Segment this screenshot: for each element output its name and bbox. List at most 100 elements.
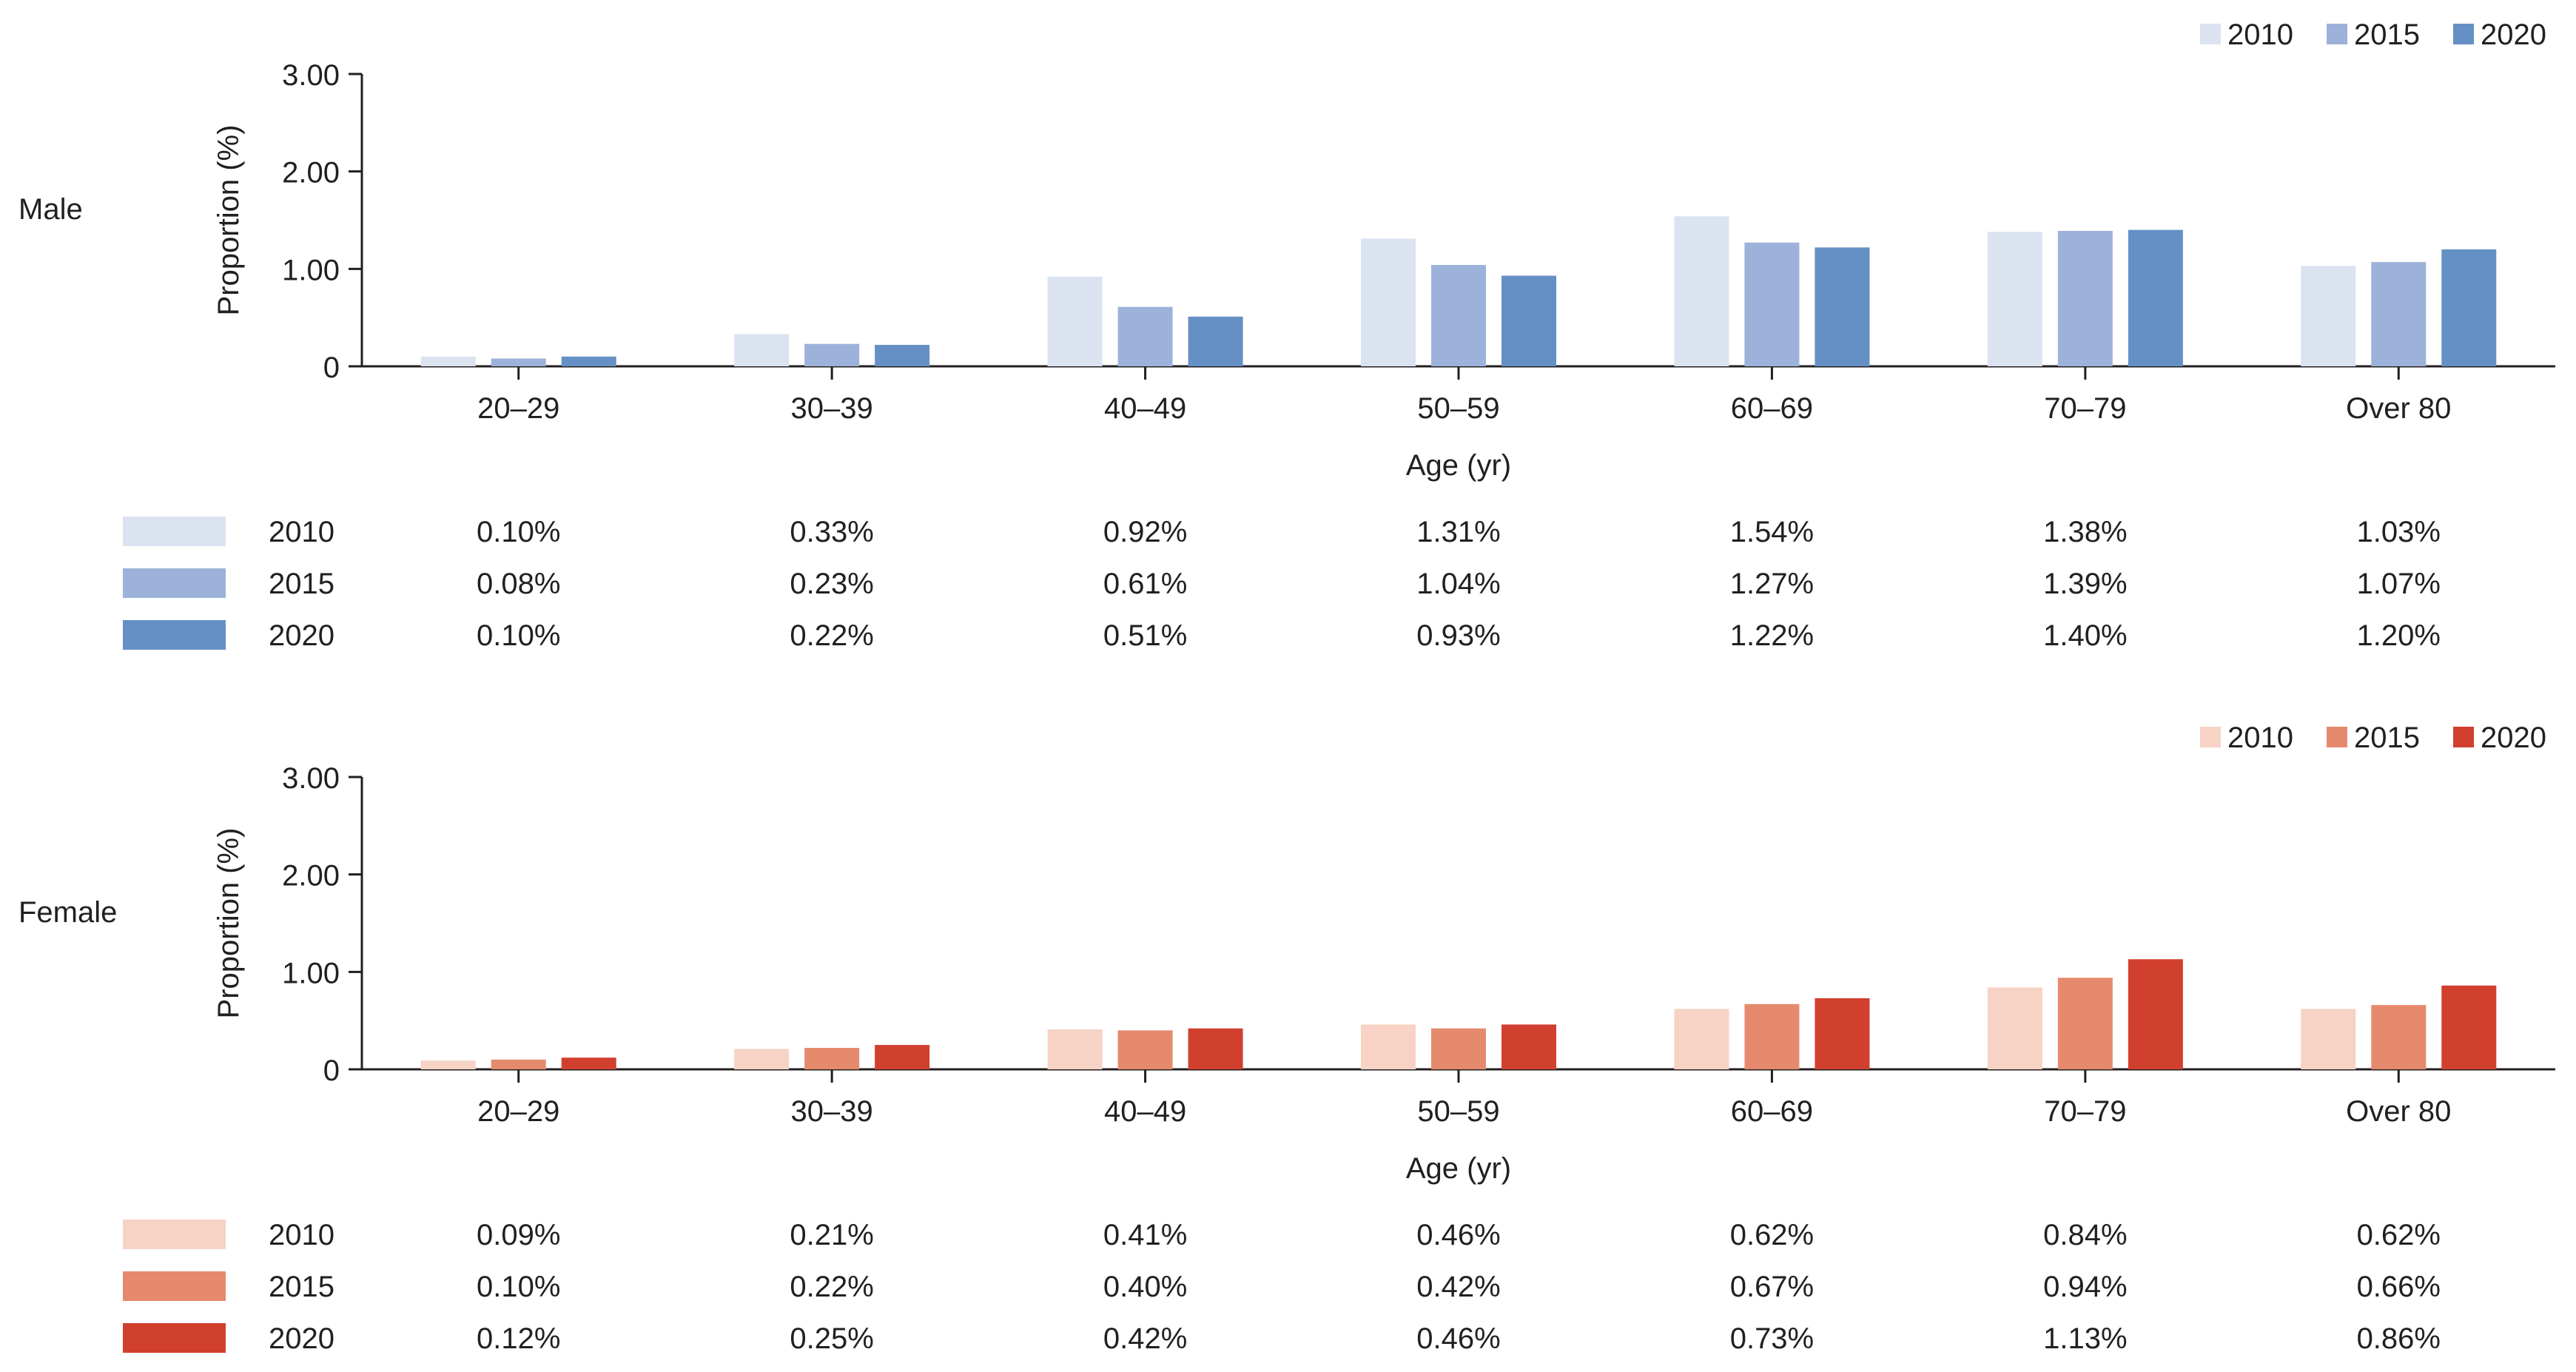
female-panel: Female 0 1.00 2.00 3.00 Proportion (%) 20–29 30… (19, 722, 2555, 1355)
y-tick-label: 3.00 (282, 59, 340, 92)
table-value-2010-0: 0.09% (477, 1219, 560, 1251)
bar-2010-0 (420, 1060, 476, 1069)
bar-2020-4 (1815, 998, 1870, 1069)
table-value-2020-2: 0.42% (1103, 1322, 1187, 1355)
table-value-2015-3: 0.42% (1416, 1271, 1500, 1303)
x-tick-label: 30–39 (791, 1095, 873, 1128)
legend-swatch-2020 (2453, 727, 2474, 747)
bar-2020-6 (2441, 985, 2497, 1069)
table-row-label-2020: 2020 (269, 619, 334, 652)
y-tick-label: 1.00 (282, 254, 340, 286)
bar-2020-5 (2128, 959, 2183, 1069)
table-value-2015-1: 0.23% (790, 568, 873, 600)
bar-2020-4 (1815, 247, 1870, 366)
bar-2015-5 (2057, 978, 2113, 1069)
bar-2020-3 (1501, 1024, 1556, 1069)
table-row-label-2010: 2010 (269, 1219, 334, 1251)
bar-2010-3 (1361, 238, 1416, 366)
y-tick-label: 1.00 (282, 957, 340, 989)
bar-2010-4 (1674, 1009, 1729, 1069)
y-axis-label: Proportion (%) (212, 828, 245, 1019)
table-value-2020-6: 0.86% (2357, 1322, 2441, 1355)
table-swatch-2020 (123, 1323, 226, 1353)
bar-2020-2 (1188, 316, 1243, 366)
bar-2010-5 (1987, 232, 2042, 366)
bar-2015-6 (2371, 262, 2427, 366)
x-tick-label: 20–29 (477, 392, 559, 425)
table-value-2015-4: 1.27% (1730, 568, 1814, 600)
table-row-label-2020: 2020 (269, 1322, 334, 1355)
table-swatch-2015 (123, 568, 226, 598)
table-value-2010-6: 0.62% (2357, 1219, 2441, 1251)
table-row-label-2010: 2010 (269, 516, 334, 548)
bar-2010-6 (2301, 1009, 2356, 1069)
table-value-2010-4: 0.62% (1730, 1219, 1814, 1251)
table-value-2010-5: 0.84% (2043, 1219, 2127, 1251)
x-tick-label: 40–49 (1104, 392, 1186, 425)
table-row-label-2015: 2015 (269, 568, 334, 600)
y-tick-label: 3.00 (282, 762, 340, 795)
table-value-2010-3: 1.31% (1416, 516, 1500, 548)
legend-label-2020: 2020 (2481, 19, 2546, 51)
table-value-2010-4: 1.54% (1730, 516, 1814, 548)
table-value-2015-5: 0.94% (2043, 1271, 2127, 1303)
table-value-2010-1: 0.21% (790, 1219, 873, 1251)
bar-2015-4 (1744, 1003, 1800, 1069)
legend-label-2010: 2010 (2227, 19, 2293, 51)
table-value-2010-2: 0.41% (1103, 1219, 1187, 1251)
table-value-2010-2: 0.92% (1103, 516, 1187, 548)
bar-2015-2 (1117, 306, 1173, 366)
table-value-2015-2: 0.61% (1103, 568, 1187, 600)
bar-2020-2 (1188, 1028, 1243, 1069)
x-tick-label: 20–29 (477, 1095, 559, 1128)
x-tick-label: 70–79 (2044, 1095, 2126, 1128)
table-value-2020-5: 1.13% (2043, 1322, 2127, 1355)
legend-label-2015: 2015 (2354, 722, 2420, 754)
y-tick-label: 2.00 (282, 157, 340, 189)
table-value-2020-3: 0.46% (1416, 1322, 1500, 1355)
legend-label-2010: 2010 (2227, 722, 2293, 754)
bar-2020-1 (875, 1045, 930, 1069)
table-value-2010-3: 0.46% (1416, 1219, 1500, 1251)
bar-2010-1 (734, 334, 790, 366)
x-axis-label: Age (yr) (1406, 449, 1511, 482)
table-value-2010-6: 1.03% (2357, 516, 2441, 548)
bar-2015-0 (491, 1059, 546, 1069)
bar-2015-4 (1744, 242, 1800, 366)
y-tick-label: 0 (323, 352, 340, 384)
table-value-2015-6: 0.66% (2357, 1271, 2441, 1303)
bar-2015-0 (491, 358, 546, 366)
table-value-2020-4: 1.22% (1730, 619, 1814, 652)
table-swatch-2010 (123, 1220, 226, 1249)
table-value-2015-5: 1.39% (2043, 568, 2127, 600)
table-value-2010-1: 0.33% (790, 516, 873, 548)
x-tick-label: 50–59 (1417, 1095, 1499, 1128)
bar-2010-3 (1361, 1024, 1416, 1069)
bar-2010-6 (2301, 266, 2356, 366)
bar-2020-0 (561, 356, 616, 366)
bar-2010-5 (1987, 987, 2042, 1069)
bar-2015-6 (2371, 1005, 2427, 1069)
table-value-2015-4: 0.67% (1730, 1271, 1814, 1303)
x-axis-label: Age (yr) (1406, 1152, 1511, 1185)
bar-2015-3 (1431, 265, 1486, 366)
legend-swatch-2015 (2327, 24, 2347, 44)
bar-2020-5 (2128, 229, 2183, 366)
y-tick-label: 2.00 (282, 860, 340, 892)
table-value-2020-1: 0.22% (790, 619, 873, 652)
bar-2020-6 (2441, 249, 2497, 366)
table-value-2015-0: 0.08% (477, 568, 560, 600)
bar-2020-1 (875, 345, 930, 366)
panel-label: Male (19, 193, 83, 226)
table-value-2020-6: 1.20% (2357, 619, 2441, 652)
bar-2015-5 (2057, 230, 2113, 366)
table-value-2015-3: 1.04% (1416, 568, 1500, 600)
x-tick-label: 70–79 (2044, 392, 2126, 425)
bar-2020-3 (1501, 275, 1556, 366)
table-value-2010-0: 0.10% (477, 516, 560, 548)
table-value-2020-0: 0.12% (477, 1322, 560, 1355)
legend-swatch-2015 (2327, 727, 2347, 747)
table-value-2015-0: 0.10% (477, 1271, 560, 1303)
x-tick-label: 50–59 (1417, 392, 1499, 425)
bar-2020-0 (561, 1057, 616, 1069)
